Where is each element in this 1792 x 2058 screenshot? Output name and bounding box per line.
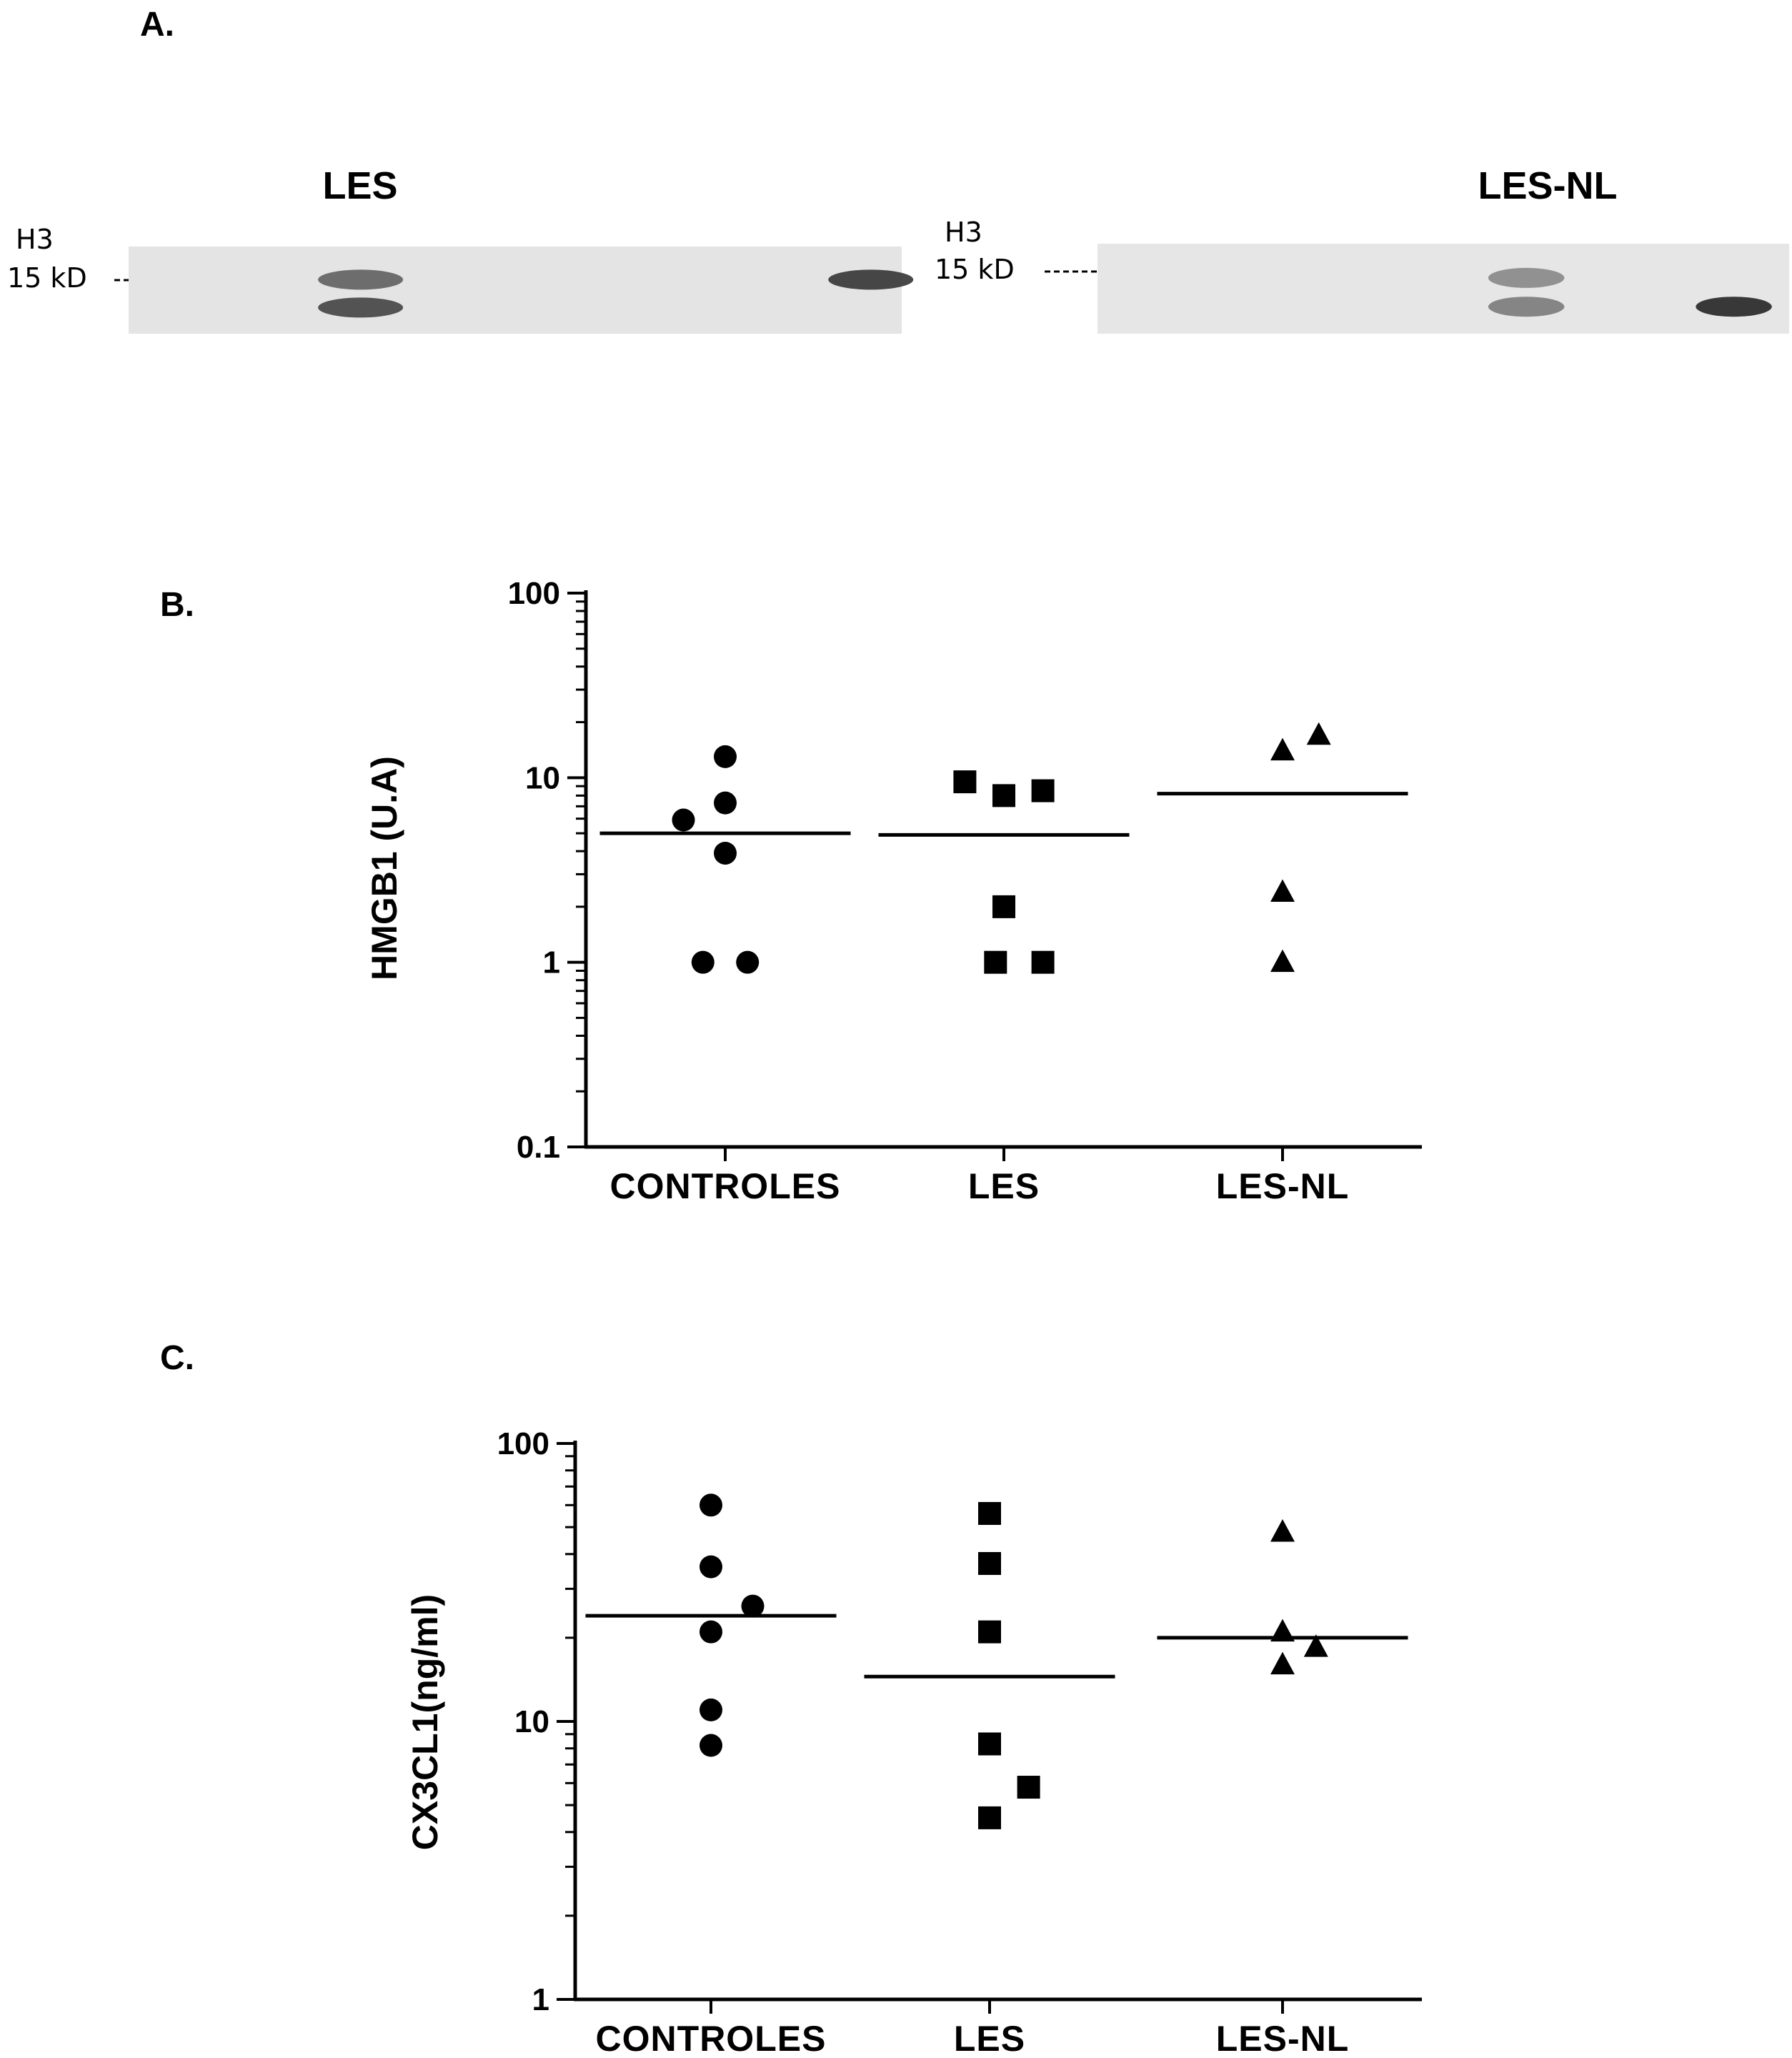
chart-c: 1 10 100 CONTROLES LES LES-NL CX3CL1(ng/ml): [405, 1426, 1422, 2058]
x-category-label: LES: [954, 2019, 1025, 2058]
blot-les-title: LES: [322, 164, 397, 207]
data-point-square: [992, 895, 1015, 918]
data-point-square: [978, 1620, 1001, 1644]
data-point-circle: [700, 1493, 722, 1517]
data-point-square: [978, 1732, 1001, 1756]
panel-c-label: C.: [160, 1339, 194, 1377]
data-point-circle: [714, 791, 737, 815]
data-point-triangle: [1303, 1634, 1328, 1657]
y-axis-label: HMGB1 (U.A): [364, 756, 404, 980]
data-point-square: [992, 784, 1015, 807]
data-point-circle: [714, 841, 737, 865]
data-point-triangle: [1270, 949, 1295, 973]
panel-a-label: A.: [140, 6, 174, 44]
blot-band: [318, 269, 404, 290]
blot-band: [318, 297, 404, 318]
blot-les: LES H3 15 kD: [7, 164, 914, 334]
blot-les-marker: 15 kD: [7, 262, 87, 294]
data-point-circle: [736, 950, 760, 974]
blot-band: [1488, 297, 1565, 317]
data-point-circle: [672, 808, 695, 832]
blot-les-nl-title: LES-NL: [1478, 164, 1618, 207]
data-point-square: [1031, 950, 1055, 974]
blot-les-membrane: [129, 247, 902, 334]
y-axis-label: CX3CL1(ng/ml): [405, 1594, 445, 1850]
data-point-triangle: [1270, 1651, 1295, 1675]
y-tick-label: 1: [543, 945, 560, 980]
x-category-label: CONTROLES: [596, 2019, 827, 2058]
data-point-circle: [700, 1620, 722, 1644]
y-tick-label: 100: [508, 576, 560, 611]
data-point-triangle: [1270, 879, 1295, 902]
data-point-square: [978, 1551, 1001, 1575]
blot-les-nl: LES-NL H3 15 kD: [935, 164, 1789, 334]
data-point-triangle: [1270, 737, 1295, 761]
data-point-square: [1017, 1776, 1040, 1799]
data-point-square: [978, 1806, 1001, 1829]
y-tick-label: 1: [532, 1982, 549, 2017]
data-point-triangle: [1306, 722, 1331, 745]
data-point-circle: [700, 1734, 722, 1757]
blot-les-protein: H3: [16, 224, 54, 255]
data-point-circle: [700, 1555, 722, 1579]
y-tick-label: 10: [514, 1704, 549, 1739]
blot-les-nl-marker: 15 kD: [935, 254, 1015, 285]
data-point-triangle: [1270, 1518, 1295, 1542]
blot-band: [1696, 297, 1772, 317]
data-point-circle: [741, 1594, 765, 1618]
x-category-label: LES: [968, 1166, 1040, 1206]
y-tick-label: 10: [525, 760, 560, 795]
data-point-square: [984, 950, 1007, 974]
data-point-circle: [700, 1698, 722, 1721]
data-point-circle: [714, 745, 737, 768]
chart-b: 0.1 1 10 100 CONTROLES LES LES-NL HMGB1 (U.A): [364, 576, 1422, 1206]
data-point-square: [1031, 779, 1055, 802]
data-point-circle: [691, 950, 715, 974]
blot-band: [828, 269, 914, 290]
blot-les-nl-membrane: [1097, 244, 1789, 334]
panel-b-label: B.: [160, 586, 194, 624]
y-tick-label: 100: [497, 1426, 549, 1461]
data-point-triangle: [1270, 1619, 1295, 1642]
x-category-label: CONTROLES: [610, 1166, 841, 1206]
blot-band: [1488, 267, 1565, 288]
y-tick-label: 0.1: [517, 1130, 560, 1165]
blot-les-nl-protein: H3: [945, 217, 982, 248]
x-category-label: LES-NL: [1216, 1166, 1350, 1206]
data-point-square: [953, 770, 977, 794]
data-point-square: [978, 1501, 1001, 1525]
x-category-label: LES-NL: [1216, 2019, 1350, 2058]
